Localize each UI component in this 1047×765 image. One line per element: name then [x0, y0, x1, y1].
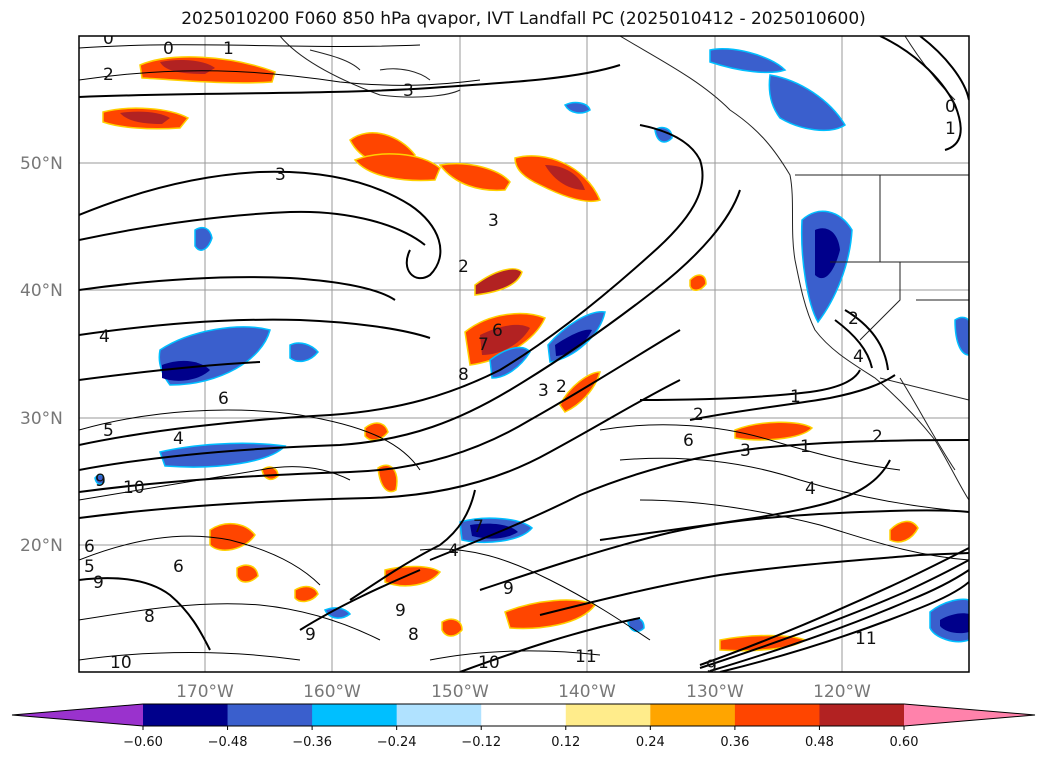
- colorbar: −0.60 −0.48 −0.36 −0.24 −0.12 0.12 0.24 0.36 0.4…: [11, 703, 1036, 750]
- lon-label-160w: 160°W: [303, 682, 361, 702]
- contour-label: 1: [800, 437, 811, 457]
- negative-anomaly-fills: [94, 47, 969, 643]
- contour-label: 9: [706, 657, 717, 677]
- contour-label: 11: [575, 647, 597, 667]
- contour-label: 2: [103, 65, 114, 85]
- contour-label: 10: [110, 653, 132, 673]
- contour-label: 5: [84, 557, 95, 577]
- contour-label: 10: [478, 653, 500, 673]
- contour-label: 2: [872, 427, 883, 447]
- longitude-labels: 170°W 160°W 150°W 140°W 130°W 120°W: [176, 682, 871, 702]
- contour-label: 9: [305, 625, 316, 645]
- contour-label: 2: [693, 405, 704, 425]
- colorbar-extend-low: [12, 704, 143, 726]
- colorbar-tick-label: −0.36: [292, 735, 332, 750]
- colorbar-tick-label: 0.24: [636, 735, 665, 750]
- contour-label: 3: [275, 165, 286, 185]
- contour-label: 8: [144, 607, 155, 627]
- colorbar-tick-label: −0.12: [461, 735, 501, 750]
- lon-label-140w: 140°W: [558, 682, 616, 702]
- lat-label-20n: 20°N: [20, 536, 63, 556]
- plot-frame: [78, 35, 970, 673]
- contour-label: 9: [395, 601, 406, 621]
- colorbar-segment: [819, 704, 905, 726]
- contour-label: 2: [848, 309, 859, 329]
- lat-label-30n: 30°N: [20, 409, 63, 429]
- contour-label: 4: [853, 347, 864, 367]
- contour-label: 5: [103, 421, 114, 441]
- contour-label: 9: [503, 579, 514, 599]
- contour-label: 10: [123, 478, 145, 498]
- contour-label: 6: [218, 389, 229, 409]
- contour-label: 4: [805, 479, 816, 499]
- map-plot-area: 0 1 0 2 3 3 3 2 4 6 7 6 3 2 8 5 4 9 10 7…: [79, 29, 969, 677]
- colorbar-segment: [481, 704, 567, 726]
- contour-label: 8: [408, 625, 419, 645]
- map-title: 2025010200 F060 850 hPa qvapor, IVT Land…: [181, 9, 866, 29]
- colorbar-tick-label: 0.36: [720, 735, 749, 750]
- lat-label-40n: 40°N: [20, 281, 63, 301]
- contour-label: 4: [448, 541, 459, 561]
- contour-label: 2: [458, 257, 469, 277]
- contour-label: 3: [740, 441, 751, 461]
- colorbar-segment: [734, 704, 820, 726]
- contour-label: 3: [403, 81, 414, 101]
- colorbar-segment: [312, 704, 398, 726]
- contour-label: 4: [173, 429, 184, 449]
- lon-label-170w: 170°W: [176, 682, 234, 702]
- contour-label: 6: [173, 557, 184, 577]
- colorbar-tick-label: 0.12: [551, 735, 580, 750]
- colorbar-tick-label: −0.24: [377, 735, 417, 750]
- contour-labels: 0 1 0 2 3 3 3 2 4 6 7 6 3 2 8 5 4 9 10 7…: [84, 29, 956, 677]
- contour-label: 1: [790, 387, 801, 407]
- colorbar-tick-label: 0.48: [805, 735, 834, 750]
- thin-contours: [79, 44, 969, 661]
- colorbar-segment: [143, 704, 229, 726]
- coastlines: [279, 36, 969, 501]
- colorbar-extend-high: [904, 704, 1035, 726]
- lon-label-120w: 120°W: [813, 682, 871, 702]
- contour-label: 6: [84, 537, 95, 557]
- thick-contours: [79, 36, 969, 672]
- colorbar-segment: [227, 704, 313, 726]
- contour-label: 11: [855, 629, 877, 649]
- contour-label: 7: [473, 517, 484, 537]
- contour-label: 7: [478, 335, 489, 355]
- colorbar-tick-label: −0.48: [208, 735, 248, 750]
- contour-label: 4: [99, 327, 110, 347]
- contour-label: 1: [945, 119, 956, 139]
- colorbar-segment: [650, 704, 736, 726]
- contour-label: 9: [95, 471, 106, 491]
- contour-label: 2: [556, 377, 567, 397]
- colorbar-segment: [565, 704, 651, 726]
- lon-label-130w: 130°W: [686, 682, 744, 702]
- contour-label: 3: [488, 211, 499, 231]
- colorbar-segment: [396, 704, 482, 726]
- contour-label: 3: [538, 381, 549, 401]
- colorbar-tick-label: 0.60: [890, 735, 919, 750]
- colorbar-tick-label: −0.60: [123, 735, 163, 750]
- contour-label: 1: [223, 39, 234, 59]
- contour-label: 8: [458, 365, 469, 385]
- lat-label-50n: 50°N: [20, 154, 63, 174]
- contour-label: 9: [93, 573, 104, 593]
- lon-label-150w: 150°W: [431, 682, 489, 702]
- contour-label: 6: [683, 431, 694, 451]
- contour-label: 6: [492, 321, 503, 341]
- contour-label: 0: [103, 29, 114, 49]
- contour-label: 0: [945, 97, 956, 117]
- contour-label: 0: [163, 39, 174, 59]
- latitude-labels: 50°N 40°N 30°N 20°N: [20, 154, 63, 556]
